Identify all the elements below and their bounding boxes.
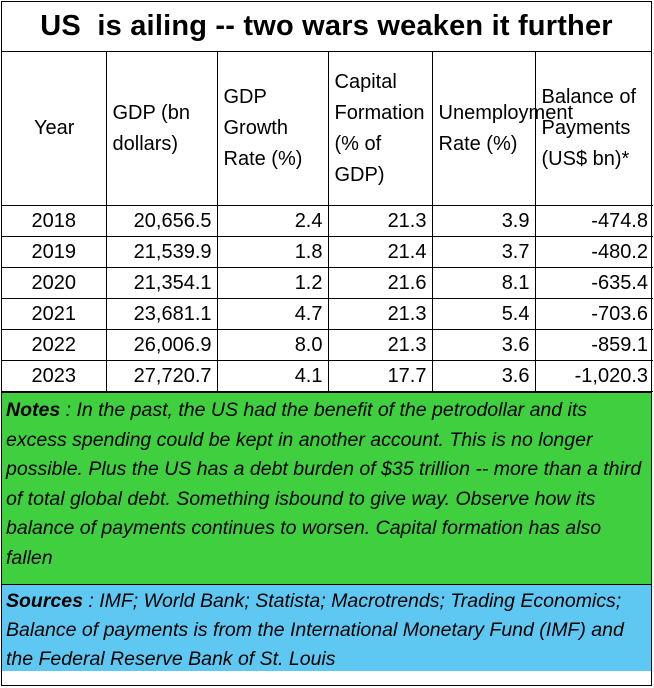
table-row: 2020 21,354.1 1.2 21.6 8.1 -635.4 bbox=[2, 267, 653, 299]
cell-capital: 21.3 bbox=[327, 205, 433, 237]
cell-growth: 1.8 bbox=[216, 236, 329, 268]
cell-unemployment: 3.7 bbox=[431, 236, 536, 268]
table-row: 2018 20,656.5 2.4 21.3 3.9 -474.8 bbox=[2, 205, 653, 237]
table-body: 2018 20,656.5 2.4 21.3 3.9 -474.8 2019 21,539.9… bbox=[2, 205, 653, 392]
sources-panel: Sources : IMF; World Bank; Statista; Mac… bbox=[2, 584, 651, 671]
cell-capital: 21.3 bbox=[327, 298, 433, 330]
cell-growth: 8.0 bbox=[216, 329, 329, 361]
header-unemployment: Unemployment Rate (%) bbox=[431, 52, 573, 206]
cell-growth: 1.2 bbox=[216, 267, 329, 299]
header-growth: GDP Growth Rate (%) bbox=[216, 52, 329, 206]
cell-year: 2022 bbox=[2, 329, 107, 361]
cell-bop: -635.4 bbox=[534, 267, 653, 299]
cell-bop: -703.6 bbox=[534, 298, 653, 330]
table-row: 2022 26,006.9 8.0 21.3 3.6 -859.1 bbox=[2, 329, 653, 361]
cell-capital: 21.4 bbox=[327, 236, 433, 268]
table-row: 2019 21,539.9 1.8 21.4 3.7 -480.2 bbox=[2, 236, 653, 268]
cell-capital: 17.7 bbox=[327, 360, 433, 392]
cell-unemployment: 3.6 bbox=[431, 360, 536, 392]
cell-capital: 21.6 bbox=[327, 267, 433, 299]
notes-label: Notes bbox=[6, 399, 61, 421]
table-row: 2023 27,720.7 4.1 17.7 3.6 -1,020.3 bbox=[2, 360, 653, 392]
table-header-row: Year GDP (bn dollars) GDP Growth Rate (%… bbox=[2, 52, 653, 206]
cell-gdp: 27,720.7 bbox=[105, 360, 218, 392]
economic-data-table: Year GDP (bn dollars) GDP Growth Rate (%… bbox=[2, 52, 653, 392]
page-title: US is ailing -- two wars weaken it furth… bbox=[2, 2, 651, 52]
cell-unemployment: 3.6 bbox=[431, 329, 536, 361]
cell-bop: -474.8 bbox=[534, 205, 653, 237]
cell-growth: 2.4 bbox=[216, 205, 329, 237]
notes-panel: Notes : In the past, the US had the bene… bbox=[2, 392, 651, 584]
cell-bop: -480.2 bbox=[534, 236, 653, 268]
cell-year: 2023 bbox=[2, 360, 107, 392]
cell-year: 2020 bbox=[2, 267, 107, 299]
cell-year: 2018 bbox=[2, 205, 107, 237]
cell-year: 2021 bbox=[2, 298, 107, 330]
cell-capital: 21.3 bbox=[327, 329, 433, 361]
cell-unemployment: 8.1 bbox=[431, 267, 536, 299]
cell-unemployment: 3.9 bbox=[431, 205, 536, 237]
cell-bop: -859.1 bbox=[534, 329, 653, 361]
cell-bop: -1,020.3 bbox=[534, 360, 653, 392]
cell-gdp: 21,539.9 bbox=[105, 236, 218, 268]
cell-gdp: 21,354.1 bbox=[105, 267, 218, 299]
cell-gdp: 26,006.9 bbox=[105, 329, 218, 361]
cell-gdp: 20,656.5 bbox=[105, 205, 218, 237]
sources-label: Sources bbox=[6, 590, 83, 612]
header-balance-of-payments: Balance of Payments (US$ bn)* bbox=[534, 52, 653, 206]
table-row: 2021 23,681.1 4.7 21.3 5.4 -703.6 bbox=[2, 298, 653, 330]
notes-text: : In the past, the US had the benefit of… bbox=[6, 399, 642, 569]
header-gdp: GDP (bn dollars) bbox=[105, 52, 218, 206]
header-year: Year bbox=[2, 52, 107, 206]
header-capital-formation: Capital Formation (% of GDP) bbox=[327, 52, 433, 206]
cell-gdp: 23,681.1 bbox=[105, 298, 218, 330]
cell-growth: 4.7 bbox=[216, 298, 329, 330]
cell-year: 2019 bbox=[2, 236, 107, 268]
sources-text: : IMF; World Bank; Statista; Macrotrends… bbox=[6, 590, 624, 670]
cell-growth: 4.1 bbox=[216, 360, 329, 392]
cell-unemployment: 5.4 bbox=[431, 298, 536, 330]
